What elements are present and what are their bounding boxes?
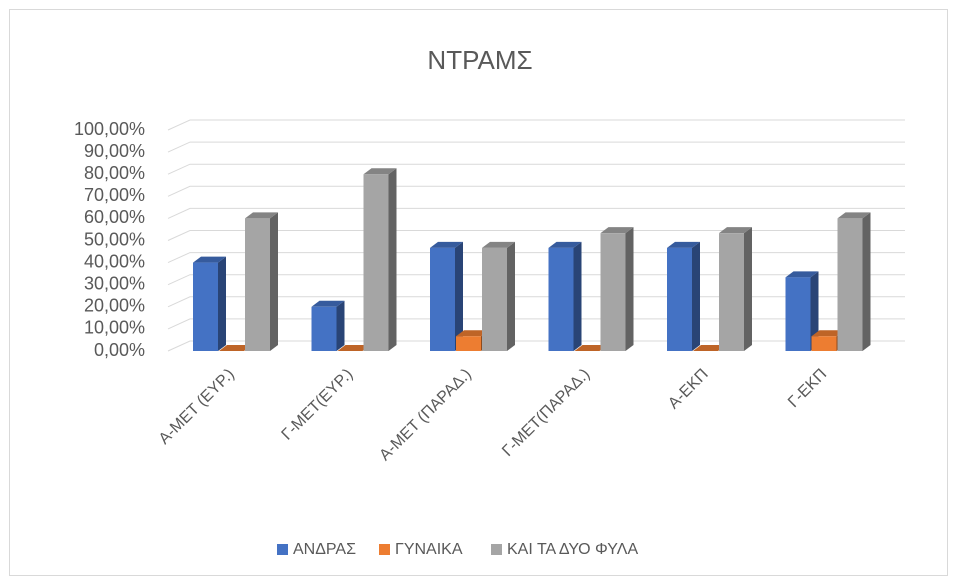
grid-line — [167, 163, 905, 175]
bar-side — [270, 212, 278, 351]
bar — [600, 233, 626, 351]
grid-line — [167, 207, 905, 219]
y-tick-label: 50,00% — [84, 229, 145, 249]
bar-side — [862, 212, 871, 351]
bar-top — [430, 241, 463, 248]
bar-side — [388, 168, 397, 351]
bar-side — [810, 271, 819, 351]
bar-side — [507, 241, 515, 351]
legend-swatch — [379, 544, 390, 555]
bar-top — [719, 227, 752, 234]
grid-line — [167, 141, 905, 153]
bar — [482, 247, 507, 351]
legend-swatch — [277, 544, 288, 555]
legend-label: ΚΑΙ ΤΑ ΔΥΟ ΦΥΛΑ — [507, 541, 638, 558]
bar-top — [785, 271, 819, 278]
y-tick-label: 90,00% — [84, 141, 145, 161]
bar-side — [218, 256, 226, 351]
bar-top — [363, 168, 397, 175]
bar-side — [692, 241, 700, 351]
grid-line — [167, 119, 905, 131]
bar — [456, 336, 481, 351]
bar-top — [837, 212, 871, 219]
y-tick-label: 70,00% — [84, 185, 145, 205]
chart-title: ΝΤΡΑΜΣ — [427, 45, 532, 75]
bar — [245, 218, 270, 351]
bar-top — [548, 241, 582, 248]
bar-top — [311, 300, 345, 307]
bar — [430, 247, 455, 351]
bar-top — [574, 345, 608, 351]
bar-top — [693, 345, 726, 351]
bar — [311, 306, 337, 351]
grid-line — [167, 340, 905, 352]
grid-line — [167, 252, 905, 264]
grid-line — [167, 274, 905, 286]
y-tick-label: 80,00% — [84, 163, 145, 183]
y-tick-label: 20,00% — [84, 296, 145, 316]
bar-top — [456, 330, 489, 337]
bar-top — [193, 256, 226, 263]
bar-top — [245, 212, 278, 219]
bar — [667, 247, 692, 351]
bar — [193, 262, 218, 351]
y-tick-label: 0,00% — [94, 340, 145, 360]
bar — [719, 233, 744, 351]
bar — [811, 336, 837, 351]
grid-line — [167, 318, 905, 330]
bar — [837, 218, 863, 351]
bar — [363, 174, 389, 351]
y-tick-label: 100,00% — [74, 119, 145, 139]
bar-top — [667, 241, 700, 248]
grid-line — [167, 296, 905, 308]
bar-side — [336, 300, 345, 351]
bar-top — [600, 227, 634, 234]
bar-top — [811, 330, 845, 337]
bar-top — [337, 345, 371, 351]
bar — [548, 247, 574, 351]
bar-side — [625, 227, 634, 351]
bar-side — [573, 241, 582, 351]
bar-top — [219, 345, 252, 351]
y-tick-label: 40,00% — [84, 251, 145, 271]
legend-label: ΑΝΔΡΑΣ — [293, 541, 356, 558]
bar-side — [455, 241, 463, 351]
bar-top — [482, 241, 515, 248]
y-tick-label: 60,00% — [84, 207, 145, 227]
bar-side — [744, 227, 752, 351]
grid-line — [167, 185, 905, 197]
legend-swatch — [491, 544, 502, 555]
y-tick-label: 10,00% — [84, 318, 145, 338]
legend-label: ΓΥΝΑΙΚΑ — [395, 541, 463, 558]
y-tick-label: 30,00% — [84, 273, 145, 293]
bar — [785, 277, 811, 351]
grid-line — [167, 230, 905, 241]
